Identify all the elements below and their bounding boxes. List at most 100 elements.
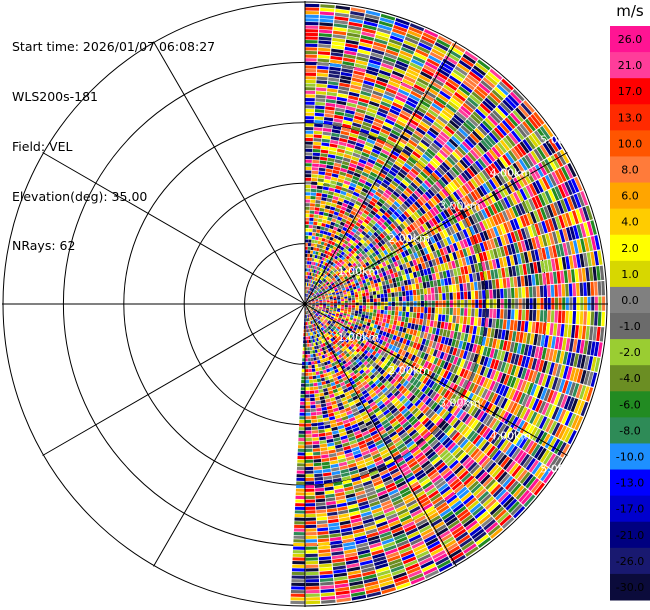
gate (318, 344, 322, 349)
gate (347, 25, 362, 31)
ray-12 (306, 50, 479, 302)
gate (392, 28, 407, 36)
gate (328, 73, 340, 79)
gate (442, 128, 453, 138)
gate (321, 295, 325, 298)
gate (311, 300, 315, 302)
gate (512, 109, 524, 123)
gate (446, 122, 458, 132)
gate (378, 403, 386, 410)
gate (464, 195, 472, 205)
gate (406, 374, 413, 382)
gate (499, 439, 509, 451)
gate (331, 554, 345, 560)
gate (498, 81, 512, 94)
gate (525, 286, 529, 298)
gate (489, 369, 497, 380)
gate (410, 509, 423, 518)
gate (328, 320, 332, 324)
gate (311, 177, 318, 182)
gate (311, 320, 314, 324)
gate (378, 226, 385, 233)
gate (497, 511, 510, 524)
gate (372, 336, 377, 341)
gate (465, 443, 475, 454)
gate (361, 187, 369, 194)
gate (399, 326, 404, 332)
gate (470, 113, 482, 125)
gate (342, 267, 347, 272)
gate (461, 425, 470, 436)
gate (415, 380, 422, 389)
gate (313, 141, 322, 146)
gate (471, 91, 484, 102)
gate (337, 299, 341, 302)
gate (382, 271, 387, 277)
gate (469, 362, 476, 372)
gate (316, 312, 320, 316)
gate (416, 250, 422, 258)
gate (330, 463, 339, 469)
gate (471, 528, 485, 540)
gate (351, 307, 355, 311)
gate (417, 124, 428, 133)
ray-26 (308, 220, 597, 304)
gate (558, 243, 565, 257)
gate (323, 475, 333, 480)
gate (368, 259, 373, 265)
gate (515, 265, 520, 276)
gate (334, 380, 340, 385)
gate (389, 183, 397, 191)
gate (391, 495, 402, 503)
gate (403, 162, 413, 171)
gate (307, 294, 309, 298)
gate (345, 394, 352, 400)
gate (507, 94, 520, 107)
gate (462, 456, 473, 467)
gate (465, 342, 471, 351)
gate (490, 527, 504, 539)
gate (385, 548, 398, 556)
gate (316, 87, 327, 92)
gate (344, 176, 352, 182)
gate (421, 384, 428, 393)
gate (338, 86, 350, 92)
gate (471, 214, 479, 224)
gate (404, 36, 419, 45)
gate (322, 234, 327, 239)
gate (402, 380, 409, 387)
gate (433, 415, 441, 424)
gate (311, 236, 316, 240)
gate (371, 240, 377, 246)
gate (326, 317, 330, 320)
gate (463, 494, 475, 505)
gate (435, 395, 443, 404)
gate (372, 216, 379, 223)
gate (311, 276, 314, 280)
gate (335, 495, 346, 501)
gate (347, 262, 352, 267)
gate (319, 314, 323, 317)
gate (538, 401, 547, 414)
gate (395, 325, 400, 331)
gate (314, 210, 320, 215)
gate (309, 332, 312, 336)
gate (523, 214, 531, 226)
gate (345, 146, 354, 152)
gate (583, 311, 587, 325)
gate (465, 497, 477, 508)
gate (452, 315, 457, 323)
gate (548, 218, 555, 232)
ray-56 (305, 307, 397, 595)
gate (353, 350, 358, 356)
gate (436, 358, 443, 367)
gate (341, 218, 347, 223)
gate (312, 437, 319, 441)
gate (506, 341, 512, 352)
gate (402, 327, 407, 333)
gate (464, 99, 477, 111)
gate (504, 117, 516, 130)
gate (365, 73, 377, 80)
gate (312, 339, 315, 343)
gate (525, 475, 537, 489)
